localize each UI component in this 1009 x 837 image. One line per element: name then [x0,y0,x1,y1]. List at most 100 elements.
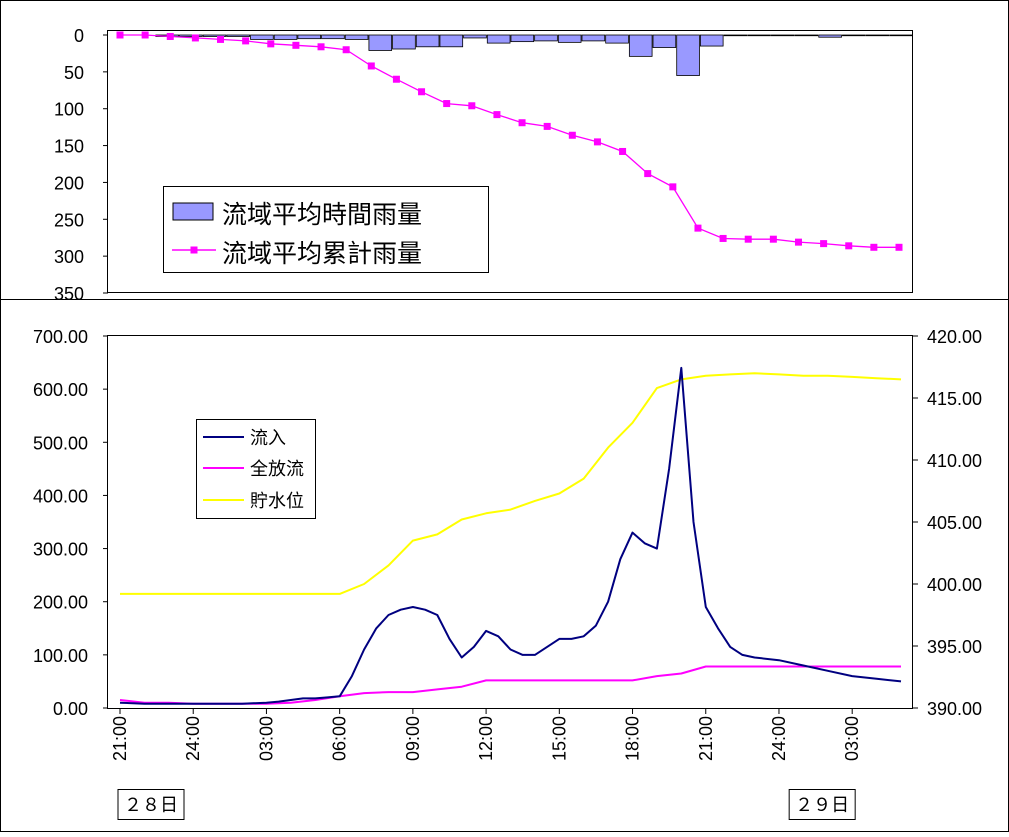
cumulative-rain-marker [468,102,476,110]
hourly-rain-bar [652,34,677,48]
hourly-rain-bar [226,34,250,37]
outflow-line [119,665,901,705]
water-level-y-tick-label: 405.00 [927,513,982,533]
hourly-rain-bar [628,34,653,57]
cumulative-rain-legend-label: 流域平均累計雨量 [222,240,422,268]
rain-y-tick-label: 200 [54,173,84,193]
hourly-rain-bar [842,34,866,37]
cumulative-rain-marker [644,170,652,178]
hourly-rain-bar [771,34,795,37]
time-x-tick-label: 21:00 [696,716,716,761]
rainfall-legend-box [163,186,489,273]
water-level-y-tick-label: 395.00 [927,637,982,657]
time-x-tick-label: 03:00 [256,716,276,761]
hourly-rain-bar [250,34,274,40]
water-level-y-axis: 390.00 395.00 400.00 405.00 410.00 415.00 420.… [913,327,982,719]
cumulative-rain-marker [845,242,853,250]
cumulative-rain-marker [392,75,400,83]
rain-y-tick-label: 100 [54,100,84,120]
outflow-legend-label: 全放流 [250,459,304,479]
hydrograph-legend: 流入 全放流 貯水位 [196,419,316,519]
hourly-rain-bar [723,34,748,37]
discharge-y-tick-label: 0.00 [53,699,88,719]
water-level-y-tick-label: 390.00 [927,699,982,719]
time-x-tick-label: 24:00 [183,716,203,761]
hourly-rain-bar [202,34,227,37]
time-x-tick-label: 24:00 [769,716,789,761]
time-x-tick-label: 12:00 [476,716,496,761]
cumulative-rain-marker [418,88,426,96]
cumulative-rain-marker [443,100,451,108]
date-label-box [117,789,185,820]
inflow-line [119,366,902,705]
water-level-y-tick-label: 400.00 [927,575,982,595]
discharge-y-tick-label: 600.00 [33,380,88,400]
cumulative-rain-marker [669,183,677,191]
hourly-rain-bar [510,34,535,43]
cumulative-rain-marker [568,131,576,139]
hourly-rain-bar [486,34,511,44]
hourly-rain-bar [463,34,487,39]
discharge-y-tick-label: 200.00 [33,593,88,613]
date-label: ２８日 [124,795,178,815]
date-label-box [788,789,856,820]
discharge-y-axis: 0.00 100.00 200.00 300.00 400.00 500.00 600.00… [33,327,108,719]
discharge-y-tick-label: 100.00 [33,646,88,666]
cumulative-rain-marker [166,32,174,40]
cumulative-rain-marker [116,31,124,39]
water-level-y-tick-label: 410.00 [927,451,982,471]
cumulative-rain-marker [493,111,501,119]
rain-y-tick-label: 50 [64,63,84,83]
water-level-line [120,372,902,595]
cumulative-rain-marker [267,40,275,48]
discharge-y-tick-label: 300.00 [33,540,88,560]
cumulative-rain-marker [619,147,627,155]
cumulative-rain-marker [744,235,752,243]
rainfall-y-axis: 0 50 100 150 200 250 300 350 [54,26,108,304]
cumulative-rain-marker [694,224,702,232]
time-x-tick-label: 06:00 [330,716,350,761]
hydrograph-plot-area [107,335,913,709]
hourly-rain-bar [321,34,345,40]
cumulative-rain-marker [292,41,300,49]
hourly-rain-bar [794,34,819,37]
rainfall-legend: 流域平均時間雨量 流域平均累計雨量 [163,186,489,273]
cumulative-rain-marker [769,235,777,243]
time-x-tick-label: 15:00 [549,716,569,761]
time-x-tick-label: 18:00 [623,716,643,761]
time-x-tick-label: 09:00 [403,716,423,761]
cumulative-rain-marker [317,43,325,51]
hourly-rain-bar [344,34,369,40]
rain-y-tick-label: 150 [54,137,84,157]
rainfall-panel: 0 50 100 150 200 250 300 350 流域平均時間雨量 流域平均累計雨量 [54,26,913,304]
cumulative-rain-marker [895,243,903,251]
rainfall-bars [155,34,913,76]
discharge-y-tick-label: 700.00 [33,327,88,347]
cumulative-rain-marker [518,119,526,127]
hourly-rain-bar [676,34,700,76]
hourly-rain-bar [889,34,913,37]
cumulative-rain-legend-marker [190,246,198,254]
hydrograph-series [119,366,902,705]
cumulative-rain-marker [367,62,375,70]
hourly-rain-bar [392,34,416,50]
discharge-y-tick-label: 400.00 [33,486,88,506]
hourly-rain-bar [273,34,298,40]
hourly-rain-bar [699,34,724,47]
hourly-rain-bar [818,34,842,38]
cumulative-rain-marker [191,34,199,42]
hourly-rain-legend-swatch [172,202,214,221]
cumulative-rain-marker [242,37,250,45]
water-level-y-tick-label: 415.00 [927,389,982,409]
date-labels: ２８日 ２９日 [117,789,856,820]
cumulative-rain-marker [217,35,225,43]
hourly-rain-bar [179,34,203,37]
hourly-rain-bar [581,34,606,42]
hourly-rain-bar [439,34,464,48]
time-x-tick-label: 21:00 [110,716,130,761]
rainfall-plot-area [107,30,913,293]
rain-y-tick-label: 350 [54,284,84,304]
rain-y-tick-label: 300 [54,247,84,267]
